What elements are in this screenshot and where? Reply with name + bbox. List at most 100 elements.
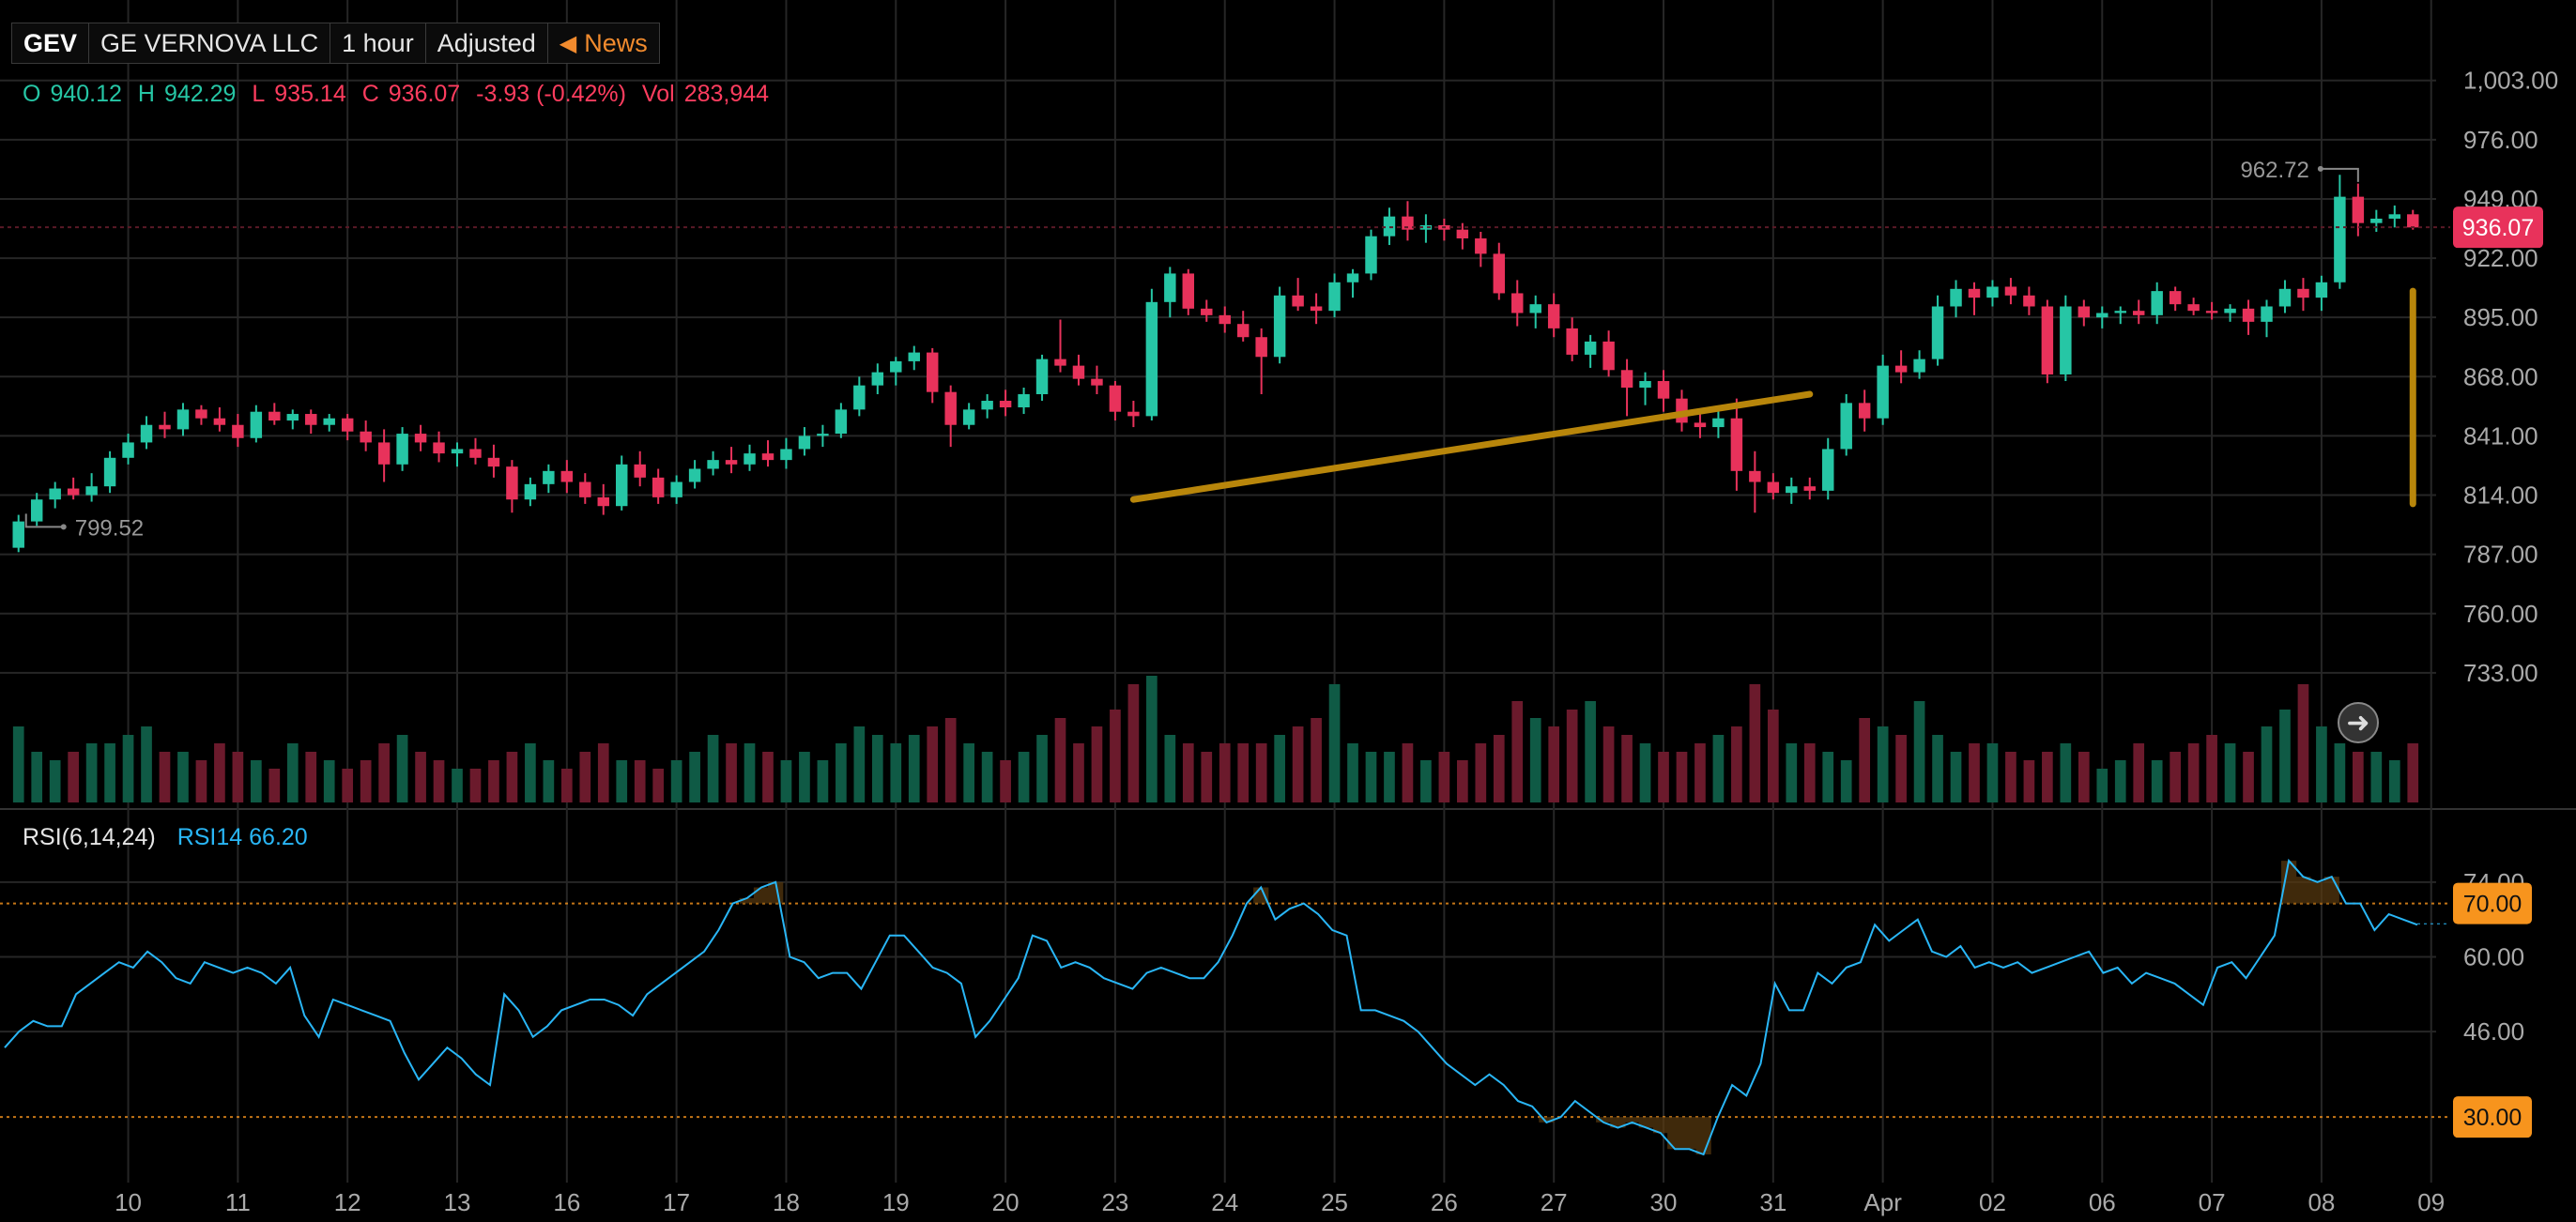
volume-bar xyxy=(2170,752,2181,802)
candle-body xyxy=(1328,282,1341,312)
x-tick-label: 25 xyxy=(1321,1188,1348,1216)
volume-bar xyxy=(177,752,189,802)
candle-body xyxy=(1749,470,1761,482)
volume-bar xyxy=(1493,735,1505,802)
volume-bar xyxy=(1712,735,1725,802)
candle-body xyxy=(341,418,354,432)
rsi-legend: RSI(6,14,24) RSI14 66.20 xyxy=(23,824,308,851)
volume-bar xyxy=(415,752,426,802)
arrow-right-icon: ➜ xyxy=(2346,707,2370,739)
interval-selector[interactable]: 1 hour xyxy=(330,23,426,64)
candle-body xyxy=(469,449,482,458)
volume-bar xyxy=(1621,735,1633,802)
candle-body xyxy=(2187,304,2200,312)
news-label: News xyxy=(584,28,648,57)
low-marker-dot xyxy=(60,524,67,530)
candle-body xyxy=(688,468,701,482)
volume-bar xyxy=(652,769,665,802)
candle-body xyxy=(1950,288,1962,307)
candle-body xyxy=(1602,341,1615,371)
volume-bar xyxy=(141,726,152,802)
volume-bar xyxy=(1511,701,1524,802)
candle-body xyxy=(377,442,391,465)
current-price-label: 936.07 xyxy=(2462,215,2534,241)
candle-body xyxy=(2370,218,2383,223)
candle-body xyxy=(1877,365,1889,419)
candle-body xyxy=(1145,301,1158,417)
volume-bar xyxy=(122,735,134,802)
candle-body xyxy=(2041,306,2054,374)
candle-body xyxy=(1109,385,1122,412)
volume-bar xyxy=(525,743,536,802)
volume-bar xyxy=(890,743,902,802)
candle-body xyxy=(2114,311,2126,313)
candle-body xyxy=(1986,286,1999,298)
candle-body xyxy=(1182,273,1195,309)
candle-body xyxy=(433,442,445,454)
candle-body xyxy=(305,414,317,425)
volume-bar xyxy=(1585,701,1596,802)
volume-bar xyxy=(488,760,499,802)
rsi-level-label: 30.00 xyxy=(2463,1105,2522,1131)
news-button[interactable]: ◀ News xyxy=(546,23,660,64)
volume-bar xyxy=(1255,743,1267,802)
volume-bar xyxy=(1073,743,1084,802)
price-tick-label: 787.00 xyxy=(2463,541,2538,569)
symbol-box[interactable]: GEV xyxy=(11,23,90,64)
candle-body xyxy=(1620,370,1633,388)
x-tick-label: 31 xyxy=(1759,1188,1786,1216)
candle-body xyxy=(487,457,500,467)
volume-bar xyxy=(1328,684,1341,802)
speaker-icon: ◀ xyxy=(559,30,577,56)
volume-bar xyxy=(68,752,79,802)
volume-bar xyxy=(251,760,262,802)
candle-body xyxy=(1255,337,1267,358)
volume-bar xyxy=(506,752,518,802)
volume-bar xyxy=(597,743,609,802)
x-tick-label: 11 xyxy=(225,1188,251,1216)
candle-body xyxy=(2334,196,2346,283)
close-label: C xyxy=(361,81,379,107)
candle-body xyxy=(543,470,555,484)
candle-body xyxy=(1639,380,1651,388)
price-tick-label: 814.00 xyxy=(2463,481,2538,510)
volume-bar xyxy=(1694,743,1706,802)
volume-bar xyxy=(1639,743,1651,802)
volume-bar xyxy=(1110,710,1121,802)
x-tick-label: 30 xyxy=(1650,1188,1678,1216)
volume-bar xyxy=(2353,752,2364,802)
candle-body xyxy=(159,424,171,430)
candle-body xyxy=(2132,311,2145,315)
candle-body xyxy=(560,470,574,482)
volume-bar xyxy=(634,760,646,802)
x-tick-label: 23 xyxy=(1101,1188,1128,1216)
low-label: L xyxy=(252,81,266,107)
candle-body xyxy=(2388,214,2401,219)
candle-body xyxy=(85,486,98,496)
candle-body xyxy=(780,449,792,461)
scroll-to-latest-button[interactable]: ➜ xyxy=(2338,702,2379,743)
volume-bar xyxy=(689,752,700,802)
candle-body xyxy=(2060,306,2072,374)
candle-body xyxy=(1219,314,1231,325)
x-tick-label: 09 xyxy=(2417,1188,2445,1216)
high-value: 942.29 xyxy=(163,81,237,107)
candle-body xyxy=(1511,293,1524,313)
price-tick-label: 895.00 xyxy=(2463,303,2538,331)
candle-body xyxy=(286,414,299,421)
x-tick-label: 10 xyxy=(115,1188,142,1216)
candle-body xyxy=(981,401,993,410)
candle-body xyxy=(2278,288,2292,307)
adjustment-toggle[interactable]: Adjusted xyxy=(424,23,548,64)
volume-bar xyxy=(1731,726,1742,802)
volume-bar xyxy=(579,752,591,802)
candle-body xyxy=(2205,311,2218,313)
volume-bar xyxy=(2407,743,2419,802)
x-tick-label: 08 xyxy=(2308,1188,2335,1216)
candle-body xyxy=(853,385,866,410)
volume-bar xyxy=(1877,726,1889,802)
candle-body xyxy=(1402,216,1414,230)
volume-bar xyxy=(49,760,61,802)
volume-bar xyxy=(323,760,335,802)
